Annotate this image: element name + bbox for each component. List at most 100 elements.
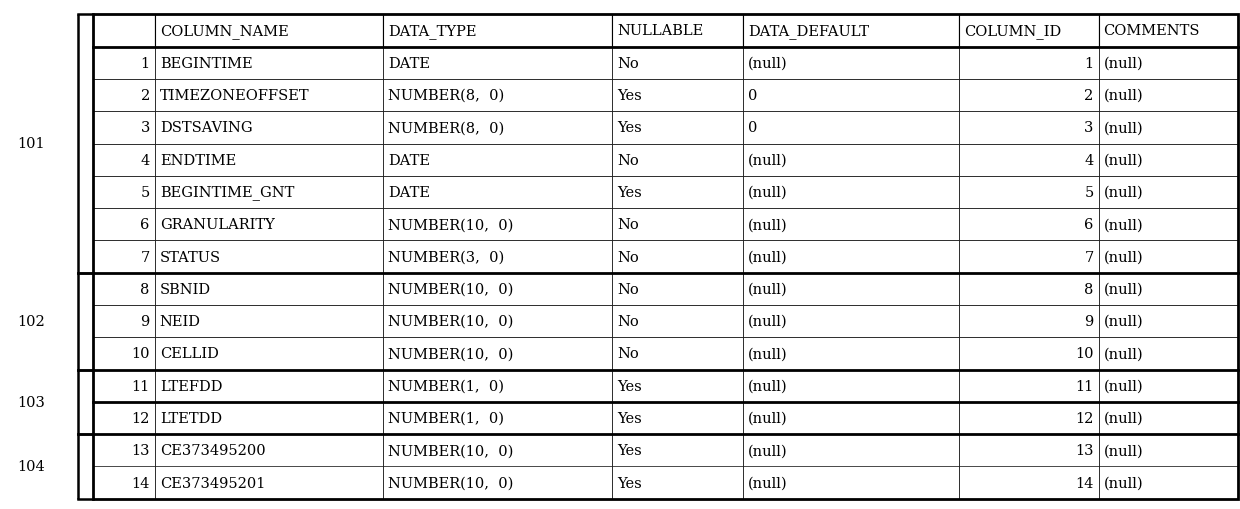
Bar (383, 209, 613, 241)
Text: 14: 14 (1075, 476, 1094, 490)
Bar (155, 241, 383, 273)
Bar (960, 177, 1099, 209)
Bar (383, 337, 613, 370)
Text: (null): (null) (1104, 186, 1143, 200)
Bar (960, 305, 1099, 337)
Bar (613, 337, 743, 370)
Text: 10: 10 (131, 347, 150, 361)
Bar (613, 434, 743, 467)
Text: 4: 4 (140, 153, 150, 167)
Bar (93, 402, 155, 434)
Bar (613, 144, 743, 177)
Text: NUMBER(3,  0): NUMBER(3, 0) (388, 250, 505, 264)
Bar (613, 15, 743, 47)
Bar (960, 337, 1099, 370)
Bar (960, 144, 1099, 177)
Text: NULLABLE: NULLABLE (618, 24, 703, 38)
Text: 101: 101 (17, 137, 45, 151)
Bar (93, 273, 155, 305)
Bar (960, 15, 1099, 47)
Bar (1099, 209, 1238, 241)
Text: DSTSAVING: DSTSAVING (160, 121, 253, 135)
Bar (93, 144, 155, 177)
Bar (613, 209, 743, 241)
Text: NEID: NEID (160, 315, 201, 328)
Bar (960, 112, 1099, 144)
Bar (1099, 467, 1238, 499)
Text: (null): (null) (748, 443, 787, 458)
Bar (383, 273, 613, 305)
Bar (743, 467, 960, 499)
Text: DATE: DATE (388, 186, 430, 200)
Text: (null): (null) (1104, 250, 1143, 264)
Text: 1: 1 (140, 56, 150, 71)
Bar (1099, 177, 1238, 209)
Text: 11: 11 (131, 379, 150, 393)
Bar (93, 15, 155, 47)
Bar (743, 370, 960, 402)
Text: CE373495200: CE373495200 (160, 443, 265, 458)
Text: (null): (null) (1104, 153, 1143, 167)
Text: NUMBER(10,  0): NUMBER(10, 0) (388, 347, 513, 361)
Text: NUMBER(8,  0): NUMBER(8, 0) (388, 89, 505, 103)
Text: (null): (null) (748, 282, 787, 296)
Text: Yes: Yes (618, 476, 641, 490)
Text: CE373495201: CE373495201 (160, 476, 265, 490)
Text: 103: 103 (17, 395, 45, 409)
Text: 0: 0 (748, 121, 758, 135)
Text: STATUS: STATUS (160, 250, 221, 264)
Text: 13: 13 (1075, 443, 1094, 458)
Text: 9: 9 (1084, 315, 1094, 328)
Bar (960, 209, 1099, 241)
Bar (613, 370, 743, 402)
Bar (743, 209, 960, 241)
Bar (613, 305, 743, 337)
Bar (383, 467, 613, 499)
Bar (960, 273, 1099, 305)
Bar (155, 177, 383, 209)
Bar (960, 434, 1099, 467)
Text: Yes: Yes (618, 379, 641, 393)
Text: LTETDD: LTETDD (160, 411, 222, 425)
Bar (155, 434, 383, 467)
Bar (383, 80, 613, 112)
Bar (960, 47, 1099, 80)
Text: (null): (null) (1104, 56, 1143, 71)
Text: NUMBER(1,  0): NUMBER(1, 0) (388, 379, 505, 393)
Text: LTEFDD: LTEFDD (160, 379, 222, 393)
Bar (93, 241, 155, 273)
Text: (null): (null) (1104, 89, 1143, 103)
Text: (null): (null) (748, 476, 787, 490)
Text: 1: 1 (1085, 56, 1094, 71)
Text: 5: 5 (1084, 186, 1094, 200)
Text: 13: 13 (131, 443, 150, 458)
Bar (93, 370, 155, 402)
Text: Yes: Yes (618, 411, 641, 425)
Text: (null): (null) (1104, 347, 1143, 361)
Text: 12: 12 (131, 411, 150, 425)
Bar (613, 80, 743, 112)
Bar (613, 47, 743, 80)
Bar (1099, 337, 1238, 370)
Text: 6: 6 (140, 218, 150, 232)
Bar (155, 80, 383, 112)
Bar (960, 402, 1099, 434)
Text: 3: 3 (140, 121, 150, 135)
Bar (1099, 112, 1238, 144)
Text: 12: 12 (1075, 411, 1094, 425)
Text: No: No (618, 347, 639, 361)
Bar (743, 177, 960, 209)
Bar (383, 402, 613, 434)
Text: BEGINTIME: BEGINTIME (160, 56, 253, 71)
Text: NUMBER(10,  0): NUMBER(10, 0) (388, 315, 513, 328)
Bar (743, 273, 960, 305)
Bar (1099, 434, 1238, 467)
Text: NUMBER(10,  0): NUMBER(10, 0) (388, 282, 513, 296)
Text: (null): (null) (748, 379, 787, 393)
Bar (93, 434, 155, 467)
Text: NUMBER(8,  0): NUMBER(8, 0) (388, 121, 505, 135)
Text: GRANULARITY: GRANULARITY (160, 218, 274, 232)
Bar (1099, 80, 1238, 112)
Bar (155, 273, 383, 305)
Bar (383, 144, 613, 177)
